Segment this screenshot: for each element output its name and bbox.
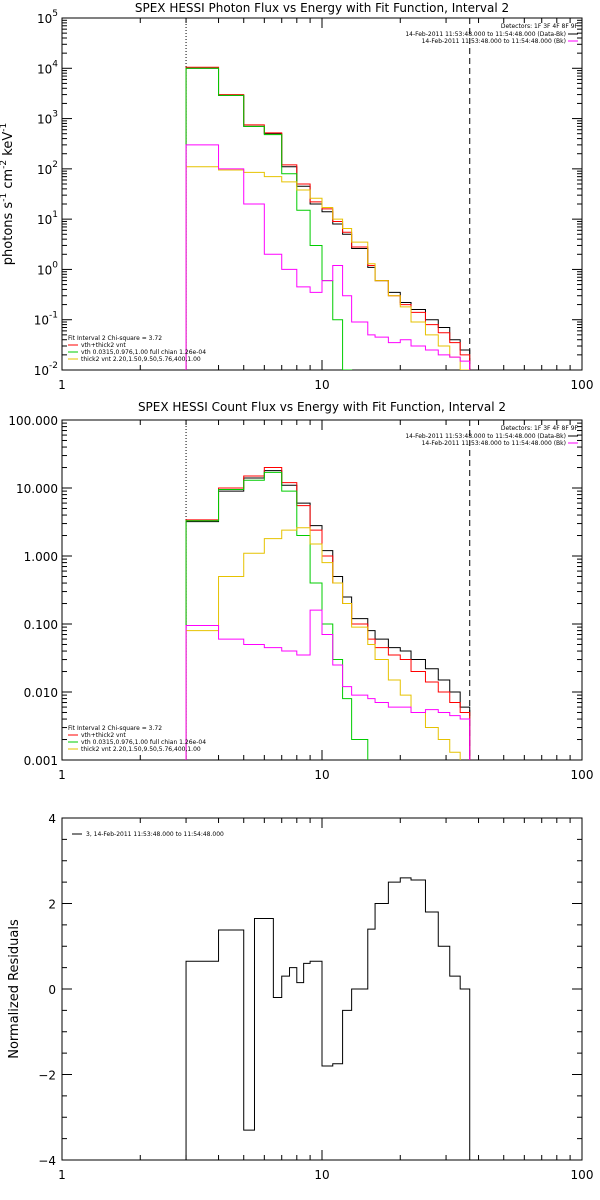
legend-detectors: Detectors: 1F 3F 4F 8F 9F (501, 23, 579, 30)
y-tick-label: 101 (37, 210, 58, 227)
series-group (185, 467, 471, 760)
legend-entry: 14-Feb-2011 11:53:48.000 to 11:54:48.000… (405, 433, 566, 440)
x-tick-label: 100 (571, 768, 594, 782)
y-tick-label: 0 (48, 983, 56, 997)
chart-panel-2: SPEX HESSI Count Flux vs Energy with Fit… (8, 400, 593, 782)
series-line-1 (185, 877, 471, 1160)
series-line-2 (185, 66, 471, 370)
x-tick-label: 1 (58, 1168, 66, 1182)
chart-panel-1: SPEX HESSI Photon Flux vs Energy with Fi… (0, 1, 593, 392)
x-tick-label: 1 (58, 768, 66, 782)
y-tick-label: 10-1 (34, 311, 58, 328)
y-tick-label: −4 (38, 1154, 56, 1168)
y-tick-label: 0.100 (24, 618, 58, 632)
legend-entry: 14-Feb-2011 11:53:48.000 to 11:54:48.000… (422, 38, 566, 45)
series-line-5 (185, 144, 471, 370)
y-tick-label: 104 (37, 59, 58, 76)
chart-title: SPEX HESSI Photon Flux vs Energy with Fi… (135, 1, 509, 15)
series-group (185, 877, 471, 1160)
x-tick-label: 1 (58, 378, 66, 392)
y-tick-label: 0.001 (24, 754, 58, 768)
fit-legend-header: Fit Interval 2 Chi-square = 3.72 (68, 725, 162, 732)
fit-legend-entry: vth 0.0315,0.976,1.00 full chian 1.26e-0… (81, 739, 206, 746)
x-tick-label: 100 (571, 1168, 594, 1182)
legend-entry: 14-Feb-2011 11:53:48.000 to 11:54:48.000… (422, 440, 566, 447)
series-line-2 (185, 467, 471, 760)
y-axis: 10-2 10-1 100 101 102 103 104 105 (34, 9, 582, 378)
y-axis-label: photons s-1 cm-2 keV-1 (0, 123, 16, 265)
y-tick-label: 0.010 (24, 686, 58, 700)
x-axis: 1 10 100 (58, 818, 593, 1182)
legend-entry: 14-Feb-2011 11:53:48.000 to 11:54:48.000… (405, 31, 566, 38)
fit-legend-entry: vth+thick2 vnt (81, 342, 126, 349)
fit-legend: Fit Interval 2 Chi-square = 3.72vth+thic… (68, 725, 206, 753)
y-tick-label: 1.000 (24, 550, 58, 564)
x-tick-label: 10 (314, 1168, 329, 1182)
fit-legend-entry: thick2 vnt 2.20,1.50,9.50,5.76,400,1.00 (81, 356, 201, 363)
fit-legend-header: Fit Interval 2 Chi-square = 3.72 (68, 335, 162, 342)
y-axis-label: Normalized Residuals (7, 919, 22, 1059)
y-axis: −4 −2 0 2 4 (38, 812, 582, 1168)
y-tick-label: −2 (38, 1069, 56, 1083)
residual-legend: 3, 14-Feb-2011 11:53:48.000 to 11:54:48.… (72, 831, 224, 838)
fit-legend-entry: vth+thick2 vnt (81, 732, 126, 739)
y-tick-label: 10-2 (34, 361, 58, 378)
y-axis: 0.001 0.010 0.100 1.000 10.000 100.000 (8, 414, 582, 768)
y-tick-label: 100.000 (8, 414, 58, 428)
y-tick-label: 4 (48, 812, 56, 826)
plot-frame (61, 17, 583, 371)
series-line-3 (185, 67, 471, 370)
y-tick-label: 103 (37, 110, 58, 127)
series-line-3 (185, 471, 471, 760)
x-axis: 1 10 100 (58, 420, 593, 782)
y-tick-label: 102 (37, 160, 58, 177)
y-tick-label: 2 (48, 898, 56, 912)
chart-title: SPEX HESSI Count Flux vs Energy with Fit… (138, 400, 506, 414)
x-axis: 1 10 100 (58, 18, 593, 392)
series-line-1 (185, 470, 471, 760)
series-line-4 (185, 527, 471, 760)
residual-legend-entry: 3, 14-Feb-2011 11:53:48.000 to 11:54:48.… (86, 831, 224, 838)
x-tick-label: 100 (571, 378, 594, 392)
series-group (185, 66, 471, 370)
fit-legend: Fit Interval 2 Chi-square = 3.72vth+thic… (68, 335, 206, 363)
y-tick-label: 10.000 (16, 482, 58, 496)
y-tick-label: 100 (37, 260, 58, 277)
y-tick-label: 105 (37, 9, 58, 26)
fit-legend-entry: thick2 vnt 2.20,1.50,9.50,5.76,400,1.00 (81, 746, 201, 753)
x-tick-label: 10 (314, 768, 329, 782)
x-tick-label: 10 (314, 378, 329, 392)
series-line-5 (185, 609, 471, 760)
legend-detectors: Detectors: 1F 3F 4F 8F 9F (501, 425, 579, 432)
fit-legend-entry: vth 0.0315,0.976,1.00 full chian 1.26e-0… (81, 349, 206, 356)
series-line-4 (185, 166, 470, 370)
chart-panel-3: 1 10 100 −4 −2 0 2 4 Normalized Residuals 3, 14-F… (7, 812, 593, 1182)
